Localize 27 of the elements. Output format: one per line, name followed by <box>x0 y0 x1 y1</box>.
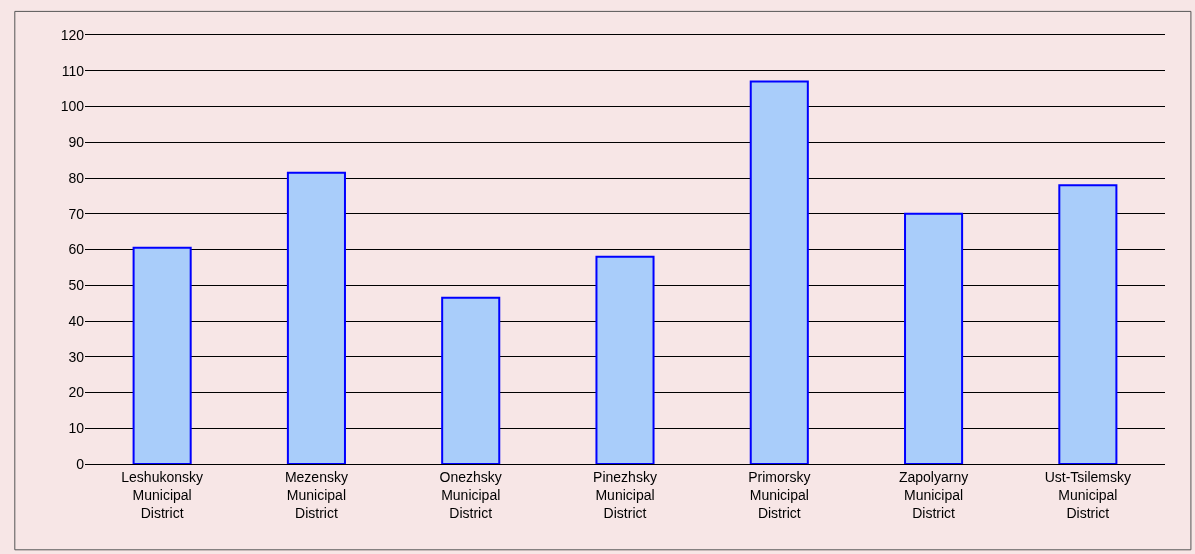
x-tick-label: Zapolyarny Municipal District <box>898 468 969 522</box>
x-tick-label: Leshukonsky Municipal District <box>121 468 203 522</box>
y-tick-label: 120 <box>60 26 85 43</box>
y-tick-label: 40 <box>68 312 85 329</box>
y-tick-label: 70 <box>68 205 85 222</box>
bar <box>1058 184 1118 464</box>
y-tick-label: 60 <box>68 241 85 258</box>
bar <box>595 255 655 464</box>
y-tick-label: 80 <box>68 169 85 186</box>
x-tick-label: Pinezhsky Municipal District <box>593 468 657 522</box>
x-tick-label: Primorsky Municipal District <box>748 468 811 522</box>
y-tick-label: 90 <box>68 134 85 151</box>
x-tick-label: Onezhsky Municipal District <box>439 468 502 522</box>
y-tick-label: 30 <box>68 348 85 365</box>
y-tick-label: 100 <box>60 98 85 115</box>
y-tick-label: 10 <box>68 420 85 437</box>
y-tick-label: 0 <box>76 455 85 472</box>
y-tick-label: 20 <box>68 384 85 401</box>
y-tick-label: 50 <box>68 277 85 294</box>
bar <box>749 80 809 464</box>
x-tick-label: Mezensky Municipal District <box>284 468 348 522</box>
x-tick-label: Ust-Tsilemsky Municipal District <box>1044 468 1132 522</box>
bar <box>441 296 501 464</box>
bar <box>132 246 192 464</box>
y-tick-label: 110 <box>61 62 85 79</box>
bar <box>904 212 964 464</box>
bar <box>286 171 346 464</box>
